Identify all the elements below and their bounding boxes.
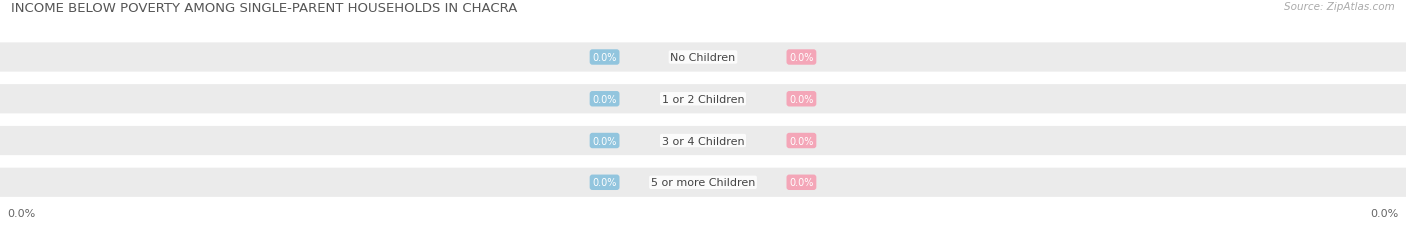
Text: 0.0%: 0.0% xyxy=(1371,208,1399,218)
Text: 1 or 2 Children: 1 or 2 Children xyxy=(662,94,744,104)
FancyBboxPatch shape xyxy=(0,85,1406,114)
Text: 0.0%: 0.0% xyxy=(789,94,814,104)
Text: 0.0%: 0.0% xyxy=(789,177,814,188)
FancyBboxPatch shape xyxy=(0,168,1406,197)
Text: Source: ZipAtlas.com: Source: ZipAtlas.com xyxy=(1284,2,1395,12)
Text: 0.0%: 0.0% xyxy=(789,136,814,146)
Text: 3 or 4 Children: 3 or 4 Children xyxy=(662,136,744,146)
Text: No Children: No Children xyxy=(671,53,735,63)
FancyBboxPatch shape xyxy=(0,126,1406,155)
FancyBboxPatch shape xyxy=(0,43,1406,72)
Text: INCOME BELOW POVERTY AMONG SINGLE-PARENT HOUSEHOLDS IN CHACRA: INCOME BELOW POVERTY AMONG SINGLE-PARENT… xyxy=(11,2,517,15)
Text: 0.0%: 0.0% xyxy=(789,53,814,63)
Text: 0.0%: 0.0% xyxy=(592,53,617,63)
Text: 0.0%: 0.0% xyxy=(592,177,617,188)
Text: 0.0%: 0.0% xyxy=(592,94,617,104)
Text: 5 or more Children: 5 or more Children xyxy=(651,177,755,188)
Text: 0.0%: 0.0% xyxy=(592,136,617,146)
Text: 0.0%: 0.0% xyxy=(7,208,35,218)
